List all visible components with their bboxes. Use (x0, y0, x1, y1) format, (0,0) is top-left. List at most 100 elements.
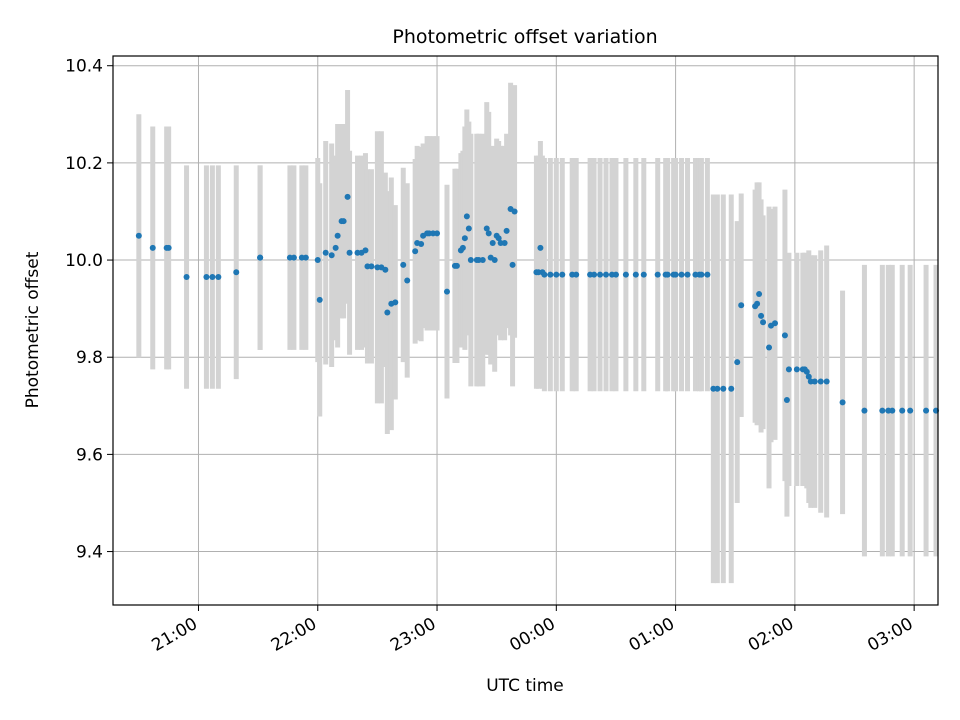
data-point (622, 271, 629, 278)
data-point (793, 366, 800, 373)
data-point (463, 213, 470, 220)
data-point (573, 271, 580, 278)
x-tick-label: 21:00 (149, 614, 201, 656)
data-point (400, 261, 407, 268)
data-point (215, 274, 222, 281)
data-point (785, 366, 792, 373)
data-point (923, 407, 930, 414)
data-point (465, 225, 472, 232)
data-point (664, 271, 671, 278)
data-point (811, 378, 818, 385)
x-tick-label: 00:00 (506, 614, 558, 656)
data-point (760, 319, 767, 326)
y-tick-label: 9.8 (76, 348, 103, 368)
data-point (328, 252, 335, 259)
data-point (728, 385, 735, 392)
data-point (591, 271, 598, 278)
data-point (597, 271, 604, 278)
y-axis-label: Photometric offset (23, 251, 43, 408)
data-point (404, 277, 411, 284)
data-point (861, 407, 868, 414)
data-point (135, 232, 142, 239)
data-point (805, 373, 812, 380)
data-point (758, 312, 765, 319)
data-point (559, 271, 566, 278)
data-point (479, 257, 486, 264)
data-point (684, 271, 691, 278)
data-point (501, 240, 508, 247)
data-point (203, 274, 210, 281)
data-point (756, 291, 763, 298)
data-point (503, 227, 510, 234)
data-point (467, 257, 474, 264)
data-point (485, 230, 492, 237)
data-point (823, 378, 830, 385)
data-point (453, 262, 460, 269)
data-point (362, 247, 369, 254)
data-point (290, 254, 297, 261)
data-point (368, 263, 375, 270)
data-point (654, 271, 661, 278)
data-point (537, 244, 544, 251)
data-point (165, 244, 172, 251)
data-point (418, 241, 425, 248)
data-point (316, 296, 323, 303)
data-point (434, 230, 441, 237)
data-point (322, 249, 329, 256)
data-point (672, 271, 679, 278)
x-tick-label: 22:00 (268, 614, 320, 656)
data-point (781, 332, 788, 339)
data-point (511, 208, 518, 215)
data-point (879, 407, 886, 414)
data-point (704, 271, 711, 278)
data-points (135, 193, 940, 414)
x-tick-label: 02:00 (745, 614, 797, 656)
data-point (698, 271, 705, 278)
data-point (209, 274, 216, 281)
data-point (346, 249, 353, 256)
plot-frame (112, 55, 939, 606)
data-point (491, 257, 498, 264)
data-point (889, 407, 896, 414)
data-point (766, 344, 773, 351)
data-point (443, 288, 450, 295)
data-point (547, 271, 554, 278)
x-axis-ticks: 21:00 22:00 23:00 00:00 01:00 02:00 03:00 (149, 605, 917, 656)
data-point (783, 396, 790, 403)
data-point (495, 235, 502, 242)
x-tick-label: 23:00 (387, 614, 439, 656)
data-point (734, 359, 741, 366)
y-tick-label: 10.4 (65, 57, 103, 77)
data-point (899, 407, 906, 414)
data-point (509, 261, 516, 268)
data-point (382, 266, 389, 273)
data-point (392, 299, 399, 306)
data-point (720, 385, 727, 392)
data-point (489, 240, 496, 247)
y-tick-label: 10.0 (65, 251, 103, 271)
error-bars (136, 82, 939, 584)
data-point (332, 244, 339, 251)
data-point (771, 320, 778, 327)
data-point (754, 300, 761, 307)
data-point (907, 407, 914, 414)
data-point (384, 309, 391, 316)
data-point (149, 244, 156, 251)
y-tick-label: 9.4 (76, 543, 103, 563)
data-point (839, 399, 846, 406)
chart-title: Photometric offset variation (392, 26, 657, 48)
data-point (183, 274, 190, 281)
data-point (257, 254, 264, 261)
data-point (314, 257, 321, 264)
data-point (603, 271, 610, 278)
data-point (334, 232, 341, 239)
data-point (640, 271, 647, 278)
data-point (340, 218, 347, 225)
x-tick-label: 03:00 (864, 614, 916, 656)
data-point (541, 271, 548, 278)
data-point (612, 271, 619, 278)
data-point (483, 225, 490, 232)
data-point (459, 244, 466, 251)
data-point (738, 302, 745, 309)
